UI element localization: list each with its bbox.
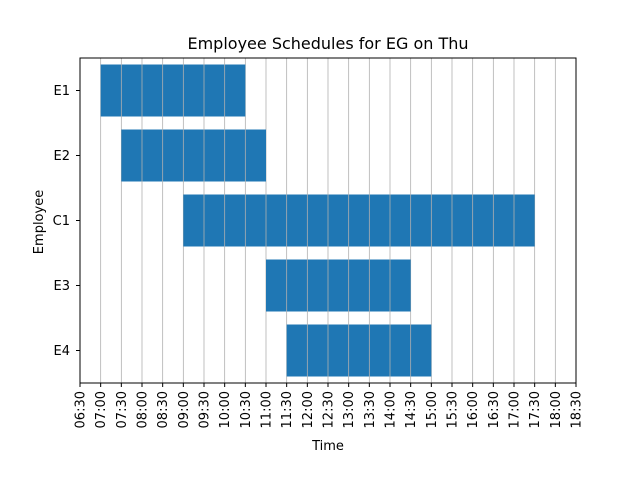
x-tick-label: 07:30 xyxy=(115,391,130,428)
x-tick-label: 10:00 xyxy=(218,391,233,428)
x-tick-label: 09:30 xyxy=(198,391,213,428)
schedule-bar-e2 xyxy=(121,129,266,182)
x-tick-label: 18:00 xyxy=(549,391,564,428)
y-axis-label: Employee xyxy=(32,190,47,254)
x-axis-ticks: 06:30 07:00 07:30 08:00 08:30 09:00 09:30 10:00… xyxy=(74,383,585,428)
x-tick-label: 11:00 xyxy=(260,391,275,428)
x-tick-label: 09:00 xyxy=(177,391,192,428)
y-tick-label: E2 xyxy=(54,149,71,164)
x-axis-label: Time xyxy=(311,439,344,454)
x-tick-label: 15:00 xyxy=(425,391,440,428)
x-tick-label: 18:30 xyxy=(570,391,585,428)
x-tick-label: 12:00 xyxy=(301,391,316,428)
y-axis-ticks: E1 E2 C1 E3 E4 xyxy=(53,84,80,359)
x-tick-label: 16:00 xyxy=(466,391,481,428)
schedule-bar-c1 xyxy=(183,194,535,247)
y-tick-label: C1 xyxy=(53,214,70,229)
x-tick-label: 06:30 xyxy=(74,391,89,428)
x-tick-label: 14:30 xyxy=(404,391,419,428)
x-tick-label: 15:30 xyxy=(446,391,461,428)
x-tick-label: 08:30 xyxy=(156,391,171,428)
x-tick-label: 17:00 xyxy=(508,391,523,428)
x-tick-label: 10:30 xyxy=(239,391,254,428)
x-tick-label: 07:00 xyxy=(94,391,109,428)
y-tick-label: E3 xyxy=(54,279,71,294)
x-tick-label: 17:30 xyxy=(528,391,543,428)
x-tick-label: 08:00 xyxy=(136,391,151,428)
x-tick-label: 11:30 xyxy=(280,391,295,428)
x-tick-label: 16:30 xyxy=(487,391,502,428)
bars xyxy=(100,64,535,377)
chart-title: Employee Schedules for EG on Thu xyxy=(187,34,468,53)
schedule-bar-e4 xyxy=(286,324,432,377)
bar-grid-overlay xyxy=(120,64,515,377)
y-tick-label: E4 xyxy=(54,344,71,359)
x-tick-label: 12:30 xyxy=(322,391,337,428)
x-tick-label: 13:30 xyxy=(363,391,378,428)
x-tick-label: 14:00 xyxy=(384,391,399,428)
schedule-bar-e3 xyxy=(266,259,411,312)
y-tick-label: E1 xyxy=(54,84,71,99)
x-tick-label: 13:00 xyxy=(342,391,357,428)
schedule-bar-e1 xyxy=(100,64,246,117)
